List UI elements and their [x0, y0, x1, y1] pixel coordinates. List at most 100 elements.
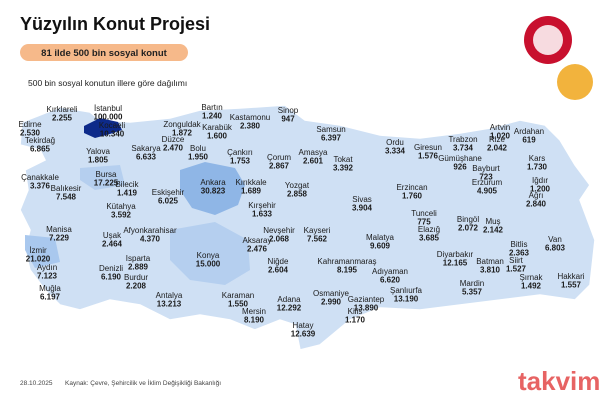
badge: 81 ilde 500 bin sosyal konut	[41, 48, 167, 59]
province-value: 4.905	[477, 187, 498, 196]
province-value: 3.734	[453, 144, 474, 153]
province-name: Muş	[485, 217, 500, 226]
province-name: Eskişehir	[152, 188, 185, 197]
province-value: 2.840	[526, 200, 547, 209]
province-value: 947	[281, 115, 295, 124]
region-bursa	[80, 165, 125, 190]
province-name: Samsun	[316, 125, 345, 134]
province-name: Bartın	[201, 103, 222, 112]
province-value: 1.753	[230, 157, 251, 166]
province-value: 13.213	[157, 300, 182, 309]
province-name: Osmaniye	[313, 289, 350, 298]
province-value: 13.190	[394, 295, 419, 304]
province-name: Uşak	[103, 231, 122, 240]
province-name: Kilis	[348, 307, 363, 316]
province-name: Bingöl	[457, 215, 479, 224]
province-name: Yozgat	[285, 181, 310, 190]
province-name: Ankara	[200, 178, 226, 187]
province-value: 7.229	[49, 234, 70, 243]
province-name: Düzce	[162, 135, 185, 144]
province-value: 1.730	[527, 163, 548, 172]
province-value: 2.464	[102, 240, 123, 249]
province-value: 8.195	[337, 266, 358, 275]
province-name: Artvin	[490, 123, 510, 132]
province-name: Aksaray	[243, 236, 272, 245]
province-value: 2.858	[287, 190, 308, 199]
province-name: Batman	[476, 257, 504, 266]
province-name: Kocaeli	[99, 121, 125, 130]
province-value: 1.527	[506, 265, 527, 274]
province-name: Muğla	[39, 284, 61, 293]
province-value: 2.142	[483, 226, 504, 235]
province-name: Sakarya	[131, 144, 161, 153]
region-konya	[170, 222, 250, 285]
province-name: Edirne	[18, 120, 42, 129]
province-name: Aydın	[37, 263, 57, 272]
title: Yüzyılın Konut Projesi	[20, 14, 210, 34]
province-name: Hatay	[293, 321, 314, 330]
province-value: 2.889	[128, 263, 149, 272]
province-name: Şırnak	[519, 273, 543, 282]
province-value: 8.190	[244, 316, 265, 325]
province-value: 6.397	[321, 134, 342, 143]
province-value: 2.255	[52, 114, 73, 123]
province-name: Siirt	[509, 256, 524, 265]
province-name: Manisa	[46, 225, 72, 234]
province-name: Kars	[529, 154, 545, 163]
province-name: Bursa	[96, 170, 117, 179]
province-name: İstanbul	[94, 104, 122, 113]
province-name: Tekirdağ	[25, 136, 55, 145]
province-name: Yalova	[86, 147, 110, 156]
province-value: 6.025	[158, 197, 179, 206]
province-name: Denizli	[99, 264, 123, 273]
badge-bg	[20, 44, 188, 61]
province-name: Kırklareli	[46, 105, 77, 114]
province-name: Ordu	[386, 138, 404, 147]
province-value: 12.639	[291, 330, 316, 339]
province-value: 13.890	[354, 304, 379, 313]
province-name: Bitlis	[511, 240, 528, 249]
province-name: Çanakkale	[21, 173, 59, 182]
source: Kaynak: Çevre, Şehircilik ve İklim Değiş…	[65, 378, 221, 387]
province-value: 2.604	[268, 266, 289, 275]
province-name: Erzincan	[396, 183, 427, 192]
province-name: Trabzon	[448, 135, 477, 144]
province-value: 3.392	[333, 164, 354, 173]
province-value: 2.072	[458, 224, 479, 233]
province-value: 1.557	[561, 281, 582, 290]
province-value: 1.872	[172, 129, 193, 138]
date: 28.10.2025	[20, 380, 53, 387]
province-name: Kahramanmaraş	[317, 257, 376, 266]
province-name: Adıyaman	[372, 267, 408, 276]
province-value: 1.760	[402, 192, 423, 201]
province-value: 2.530	[20, 129, 41, 138]
province-name: İzmir	[29, 246, 47, 255]
province-value: 1.170	[345, 316, 366, 325]
province-value: 2.990	[321, 298, 342, 307]
province-value: 1.950	[188, 153, 209, 162]
province-name: Isparta	[126, 254, 151, 263]
province-value: 2.470	[163, 144, 184, 153]
province-name: Antalya	[156, 291, 183, 300]
province-value: 723	[479, 173, 493, 182]
province-value: 1.576	[418, 152, 439, 161]
province-name: Kırıkkale	[235, 178, 267, 187]
province-name: Malatya	[366, 233, 395, 242]
map-turkey	[19, 104, 596, 351]
province-value: 21.020	[26, 255, 51, 264]
province-name: Amasya	[299, 148, 328, 157]
province-name: Niğde	[268, 257, 289, 266]
province-name: Erzurum	[472, 178, 503, 187]
caption: 500 bin sosyal konutun illere göre dağıl…	[28, 78, 187, 88]
province-value: 3.810	[480, 266, 501, 275]
province-value: 2.601	[303, 157, 324, 166]
province-name: Gümüşhane	[438, 154, 482, 163]
province-value: 2.363	[509, 249, 530, 258]
province-value: 6.197	[40, 293, 61, 302]
province-value: 6.865	[30, 145, 51, 154]
province-value: 1.633	[252, 210, 273, 219]
province-value: 7.548	[56, 193, 77, 202]
province-value: 6.190	[101, 273, 122, 282]
province-value: 17.225	[94, 179, 119, 188]
province-value: 1.600	[207, 132, 228, 141]
